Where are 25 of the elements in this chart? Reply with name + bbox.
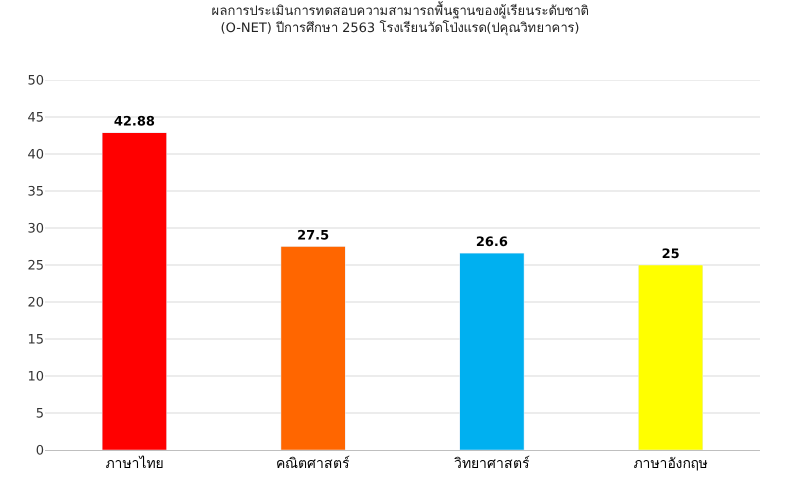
data-label: 26.6 (476, 235, 508, 250)
y-tick-label: 40 (27, 148, 44, 163)
x-tick-label: ภาษาไทย (105, 454, 164, 472)
y-tick-label: 20 (27, 296, 44, 311)
x-tick-label: วิทยาศาสตร์ (454, 454, 530, 472)
y-tick-label: 35 (27, 184, 44, 200)
y-tick-label: 45 (27, 110, 44, 126)
chart-subtitle: (O-NET) ปีการศึกษา 2563 โรงเรียนวัดโป่งแรด(ปคุณวิทยาคาร) (220, 20, 580, 36)
bar (638, 264, 704, 450)
chart-title: ผลการประเมินการทดสอบความสามารถพื้นฐานของผู้เรียนระดับชาติ (212, 1, 588, 19)
x-tick-label: ภาษาอังกฤษ (634, 456, 708, 472)
y-tick-label: 30 (27, 222, 44, 237)
data-label: 42.88 (114, 114, 155, 130)
x-tick-label: คณิตศาสตร์ (276, 454, 350, 472)
bar (459, 252, 524, 450)
data-label: 25 (662, 247, 680, 262)
y-tick-label: 15 (27, 332, 44, 348)
bar (102, 132, 167, 450)
bar (280, 246, 346, 450)
y-tick-label: 25 (27, 258, 44, 274)
y-tick-label: 5 (36, 406, 44, 422)
data-label: 27.5 (297, 228, 330, 244)
y-tick-label: 50 (27, 74, 44, 89)
y-tick-label: 10 (27, 370, 44, 385)
y-tick-label: 0 (36, 444, 44, 459)
